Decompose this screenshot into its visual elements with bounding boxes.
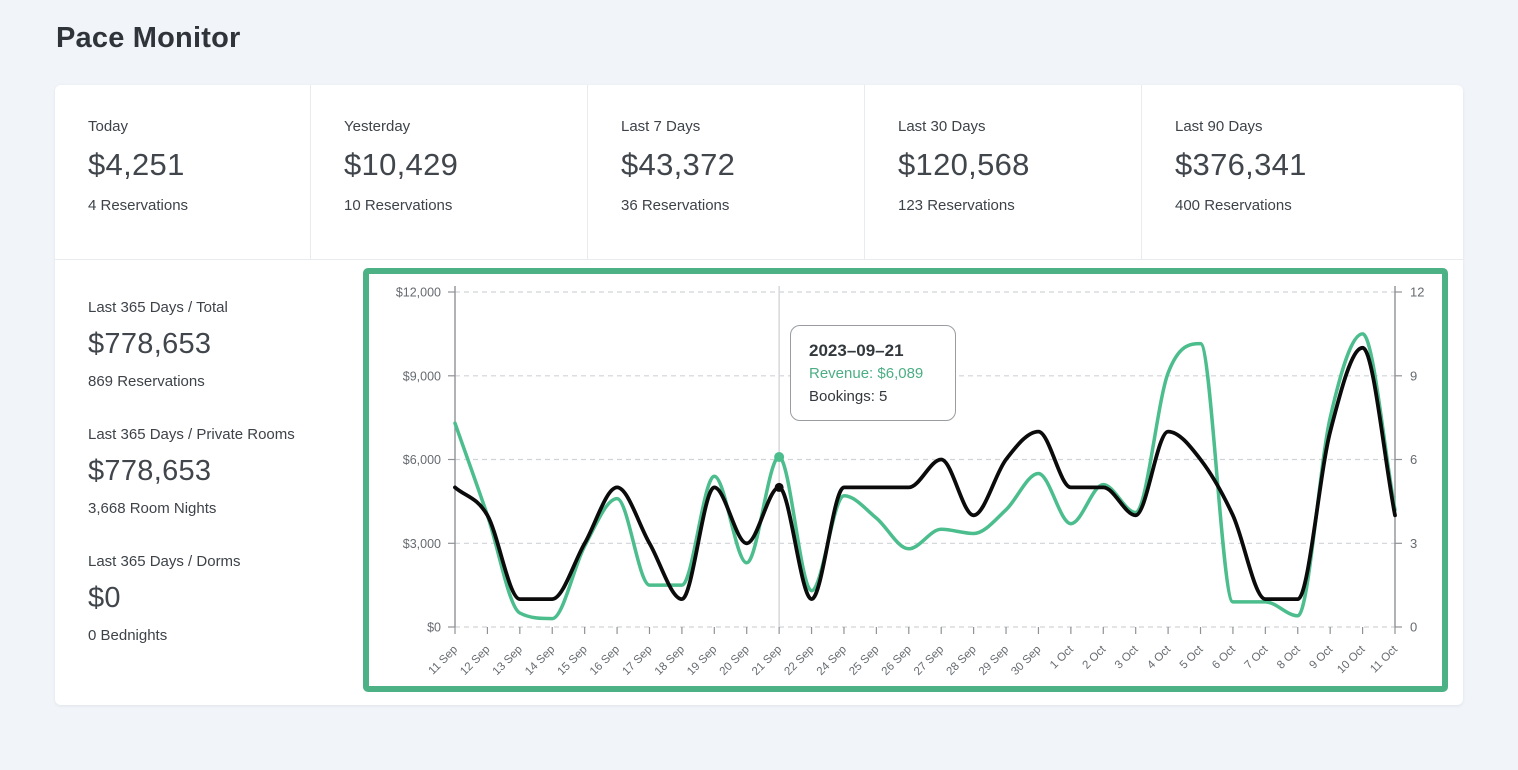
right-axis-label: 3: [1410, 536, 1417, 551]
right-axis-label: 0: [1410, 620, 1417, 635]
revenue-line: [453, 332, 1397, 621]
stat-label: Today: [88, 118, 129, 135]
chart-tooltip: 2023–09–21 Revenue: $6,089 Bookings: 5: [790, 325, 956, 421]
stat-card-last-30-days: Last 30 Days $120,568 123 Reservations: [865, 85, 1142, 259]
stat-label: Last 30 Days: [898, 118, 986, 135]
x-axis-label: 7 Oct: [1243, 643, 1271, 671]
stat-sub: 10 Reservations: [344, 197, 453, 214]
right-axis-label: 6: [1410, 452, 1417, 467]
side-stat-label: Last 365 Days / Dorms: [88, 553, 241, 570]
x-axis-label: 20 Sep: [718, 644, 752, 678]
side-stat-private-rooms: Last 365 Days / Private Rooms $778,653 3…: [88, 426, 378, 517]
stats-panel: Today $4,251 4 Reservations Yesterday $1…: [55, 85, 1463, 705]
right-axis-label: 12: [1410, 285, 1424, 300]
side-stat-sub: 3,668 Room Nights: [88, 500, 217, 517]
x-axis-label: 9 Oct: [1307, 643, 1335, 671]
x-axis-label: 18 Sep: [653, 644, 687, 678]
x-axis-label: 24 Sep: [815, 644, 849, 678]
x-axis-label: 16 Sep: [588, 644, 622, 678]
x-axis-label: 12 Sep: [458, 644, 492, 678]
side-stat-dorms: Last 365 Days / Dorms $0 0 Bednights: [88, 553, 378, 644]
stat-cards-row: Today $4,251 4 Reservations Yesterday $1…: [55, 85, 1463, 260]
x-axis-label: 8 Oct: [1275, 643, 1303, 671]
x-axis-label: 22 Sep: [782, 644, 816, 678]
side-stat-value: $778,653: [88, 455, 212, 487]
x-axis-label: 11 Sep: [426, 644, 460, 678]
stat-label: Last 90 Days: [1175, 118, 1263, 135]
x-axis-label: 30 Sep: [1009, 644, 1043, 678]
x-axis-label: 21 Sep: [750, 644, 784, 678]
revenue-point-dot[interactable]: [774, 452, 785, 463]
x-axis-label: 6 Oct: [1210, 643, 1238, 671]
stat-value: $10,429: [344, 147, 459, 182]
x-axis-label: 14 Sep: [523, 644, 557, 678]
stat-sub: 36 Reservations: [621, 197, 730, 214]
right-axis-label: 9: [1410, 368, 1417, 383]
side-stat-sub: 0 Bednights: [88, 627, 168, 644]
left-axis-label: $6,000: [403, 453, 441, 467]
tooltip-revenue: Revenue: $6,089: [809, 365, 924, 382]
tooltip-date: 2023–09–21: [809, 341, 904, 360]
left-axis-label: $9,000: [403, 369, 441, 383]
x-axis-label: 13 Sep: [491, 644, 525, 678]
side-stats: Last 365 Days / Total $778,653 869 Reser…: [88, 299, 378, 680]
stat-value: $376,341: [1175, 147, 1307, 182]
x-axis-label: 4 Oct: [1145, 643, 1173, 671]
x-axis-label: 15 Sep: [556, 644, 590, 678]
x-axis-label: 25 Sep: [847, 644, 881, 678]
page-title: Pace Monitor: [56, 22, 241, 54]
left-axis-label: $0: [427, 621, 441, 635]
side-stat-value: $0: [88, 582, 121, 614]
stat-label: Yesterday: [344, 118, 411, 135]
x-axis-label: 1 Oct: [1048, 643, 1076, 671]
chart-row: Last 365 Days / Total $778,653 869 Reser…: [55, 260, 1463, 704]
x-axis-label: 27 Sep: [912, 644, 946, 678]
left-axis-label: $3,000: [403, 537, 441, 551]
side-stat-label: Last 365 Days / Total: [88, 299, 228, 316]
side-stat-value: $778,653: [88, 328, 212, 360]
stat-sub: 400 Reservations: [1175, 197, 1292, 214]
stat-value: $4,251: [88, 147, 185, 182]
chart-highlight-box: $0 0 $3,000 3 $6,000 6 $9,000 9 $12,000 12 11 Sep 1…: [363, 268, 1448, 692]
stat-label: Last 7 Days: [621, 118, 701, 135]
tooltip-bookings: Bookings: 5: [809, 388, 888, 405]
stat-value: $43,372: [621, 147, 736, 182]
x-axis-label: 28 Sep: [944, 644, 978, 678]
side-stat-sub: 869 Reservations: [88, 373, 205, 390]
side-stat-total: Last 365 Days / Total $778,653 869 Reser…: [88, 299, 378, 390]
stat-card-last-7-days: Last 7 Days $43,372 36 Reservations: [588, 85, 865, 259]
x-axis-label: 17 Sep: [620, 644, 654, 678]
x-axis-label: 3 Oct: [1113, 643, 1141, 671]
bookings-line: [453, 345, 1397, 601]
left-axis-label: $12,000: [396, 286, 441, 300]
side-stat-label: Last 365 Days / Private Rooms: [88, 426, 295, 443]
x-axis-label: 26 Sep: [880, 644, 914, 678]
x-axis-label: 10 Oct: [1335, 643, 1368, 676]
x-axis-label: 2 Oct: [1080, 643, 1108, 671]
x-axis-label: 11 Oct: [1368, 643, 1400, 675]
x-axis-label: 19 Sep: [685, 644, 719, 678]
x-axis-label: 29 Sep: [977, 644, 1011, 678]
stat-sub: 123 Reservations: [898, 197, 1015, 214]
x-axis-label: 5 Oct: [1178, 643, 1206, 671]
stat-card-yesterday: Yesterday $10,429 10 Reservations: [311, 85, 588, 259]
stat-card-today: Today $4,251 4 Reservations: [55, 85, 311, 259]
stat-value: $120,568: [898, 147, 1030, 182]
stat-sub: 4 Reservations: [88, 197, 189, 214]
stat-card-last-90-days: Last 90 Days $376,341 400 Reservations: [1142, 85, 1463, 259]
bookings-point-dot[interactable]: [774, 482, 784, 492]
